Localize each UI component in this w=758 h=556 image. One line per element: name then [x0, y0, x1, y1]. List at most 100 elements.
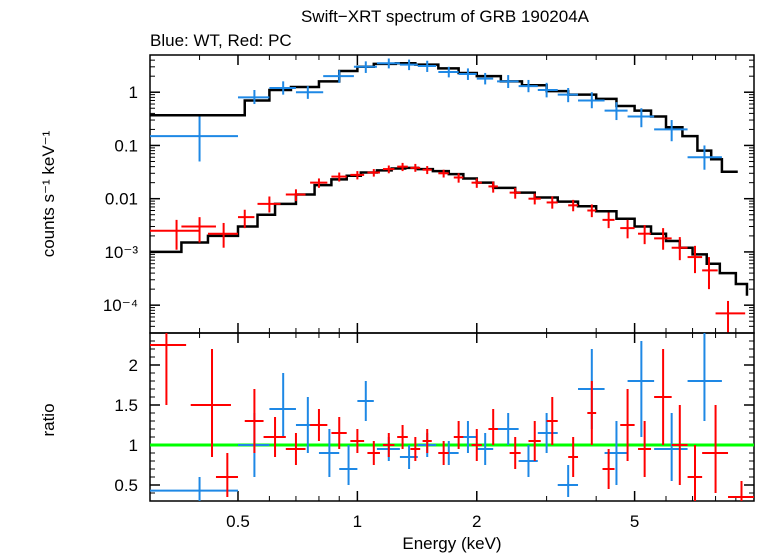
- data-point: [244, 389, 264, 453]
- data-point: [509, 187, 521, 199]
- chart-title: Swift−XRT spectrum of GRB 190204A: [301, 7, 590, 26]
- data-point: [687, 245, 703, 274]
- data-point: [263, 417, 286, 457]
- data-point: [578, 92, 605, 109]
- data-point: [422, 429, 432, 453]
- y-tick-label: 10⁻³: [104, 243, 138, 262]
- data-point: [285, 433, 306, 465]
- data-point: [568, 437, 579, 477]
- data-point: [602, 449, 615, 489]
- data-point: [237, 209, 255, 229]
- data-point: [638, 225, 652, 245]
- data-point: [410, 437, 421, 461]
- data-point: [269, 373, 296, 437]
- data-point: [654, 413, 688, 481]
- ratio-panel: 0.5 1 1.5 2 ratio: [39, 332, 755, 502]
- data-point: [620, 389, 635, 461]
- data-point: [339, 445, 358, 485]
- data-point: [497, 75, 519, 88]
- data-point: [376, 58, 400, 69]
- data-point: [627, 108, 655, 128]
- y-tick-label: 1.5: [114, 396, 138, 415]
- ratio-plot-frame: [149, 332, 755, 502]
- data-point: [620, 219, 635, 239]
- spectrum-panel: 1 0.1 0.01 10⁻³ 10⁻⁴ counts s⁻¹ keV⁻¹: [39, 54, 755, 334]
- data-point: [310, 178, 328, 188]
- data-point: [150, 219, 200, 250]
- x-tick-label: 2: [472, 512, 481, 531]
- data-point: [150, 333, 187, 405]
- data-point: [367, 441, 380, 465]
- data-point: [438, 66, 459, 78]
- data-point: [181, 217, 216, 243]
- data-point: [488, 409, 498, 445]
- data-point: [310, 409, 328, 441]
- data-point: [671, 237, 688, 261]
- data-point: [528, 421, 541, 461]
- y-tick-label: 0.5: [114, 476, 138, 495]
- data-point: [323, 70, 354, 83]
- data-point: [350, 429, 365, 453]
- y-tick-label: 0.1: [114, 136, 138, 155]
- data-point: [295, 86, 324, 99]
- ratio-ticks: [150, 333, 754, 501]
- data-point: [518, 79, 538, 93]
- data-point: [687, 445, 703, 501]
- data-point: [150, 477, 238, 501]
- x-axis-label: Energy (keV): [402, 534, 501, 553]
- data-point: [367, 169, 380, 177]
- data-point: [537, 413, 558, 453]
- data-point: [397, 162, 408, 172]
- data-point: [382, 165, 395, 174]
- data-point: [568, 199, 579, 212]
- data-point: [257, 196, 281, 213]
- data-point: [671, 405, 688, 485]
- model-step-line: [150, 166, 749, 296]
- data-point: [438, 169, 449, 178]
- x-tick-label: 0.5: [226, 512, 250, 531]
- model-step-line: [150, 61, 738, 174]
- spectrum-y-tick-labels: 1 0.1 0.01 10⁻³ 10⁻⁴: [103, 83, 139, 315]
- data-point: [702, 257, 718, 290]
- data-point: [285, 189, 306, 202]
- data-point: [350, 171, 365, 180]
- data-point: [471, 178, 482, 188]
- data-point: [357, 381, 374, 421]
- data-point: [399, 59, 418, 71]
- x-tick-labels: 0.5 1 2 5: [226, 512, 639, 531]
- data-point: [687, 145, 722, 170]
- data-point: [476, 433, 494, 465]
- y-tick-label: 1: [129, 83, 138, 102]
- x-tick-label: 5: [630, 512, 639, 531]
- data-point: [331, 417, 347, 449]
- data-point: [397, 425, 408, 449]
- data-point: [654, 349, 672, 445]
- data-point: [207, 222, 238, 248]
- data-point: [687, 333, 722, 421]
- data-point: [557, 87, 579, 103]
- data-point: [587, 204, 597, 218]
- data-point: [728, 481, 754, 501]
- ratio-data: [150, 333, 754, 501]
- data-point: [382, 433, 395, 457]
- data-point: [497, 413, 519, 445]
- data-point: [458, 68, 477, 80]
- data-point: [546, 397, 558, 445]
- data-point: [438, 441, 449, 465]
- data-point: [353, 61, 377, 73]
- data-point: [587, 381, 597, 445]
- spectrum-data: [150, 58, 746, 333]
- data-point: [410, 163, 421, 172]
- data-point: [453, 421, 464, 449]
- data-point: [190, 349, 231, 457]
- data-point: [546, 196, 558, 209]
- chart-subtitle: Blue: WT, Red: PC: [150, 31, 292, 50]
- spectrum-y-axis-label: counts s⁻¹ keV⁻¹: [39, 130, 58, 257]
- data-point: [654, 120, 688, 142]
- ratio-y-axis-label: ratio: [39, 403, 58, 436]
- data-point: [150, 116, 238, 162]
- data-point: [537, 82, 558, 98]
- data-point: [237, 90, 270, 105]
- data-point: [627, 341, 655, 437]
